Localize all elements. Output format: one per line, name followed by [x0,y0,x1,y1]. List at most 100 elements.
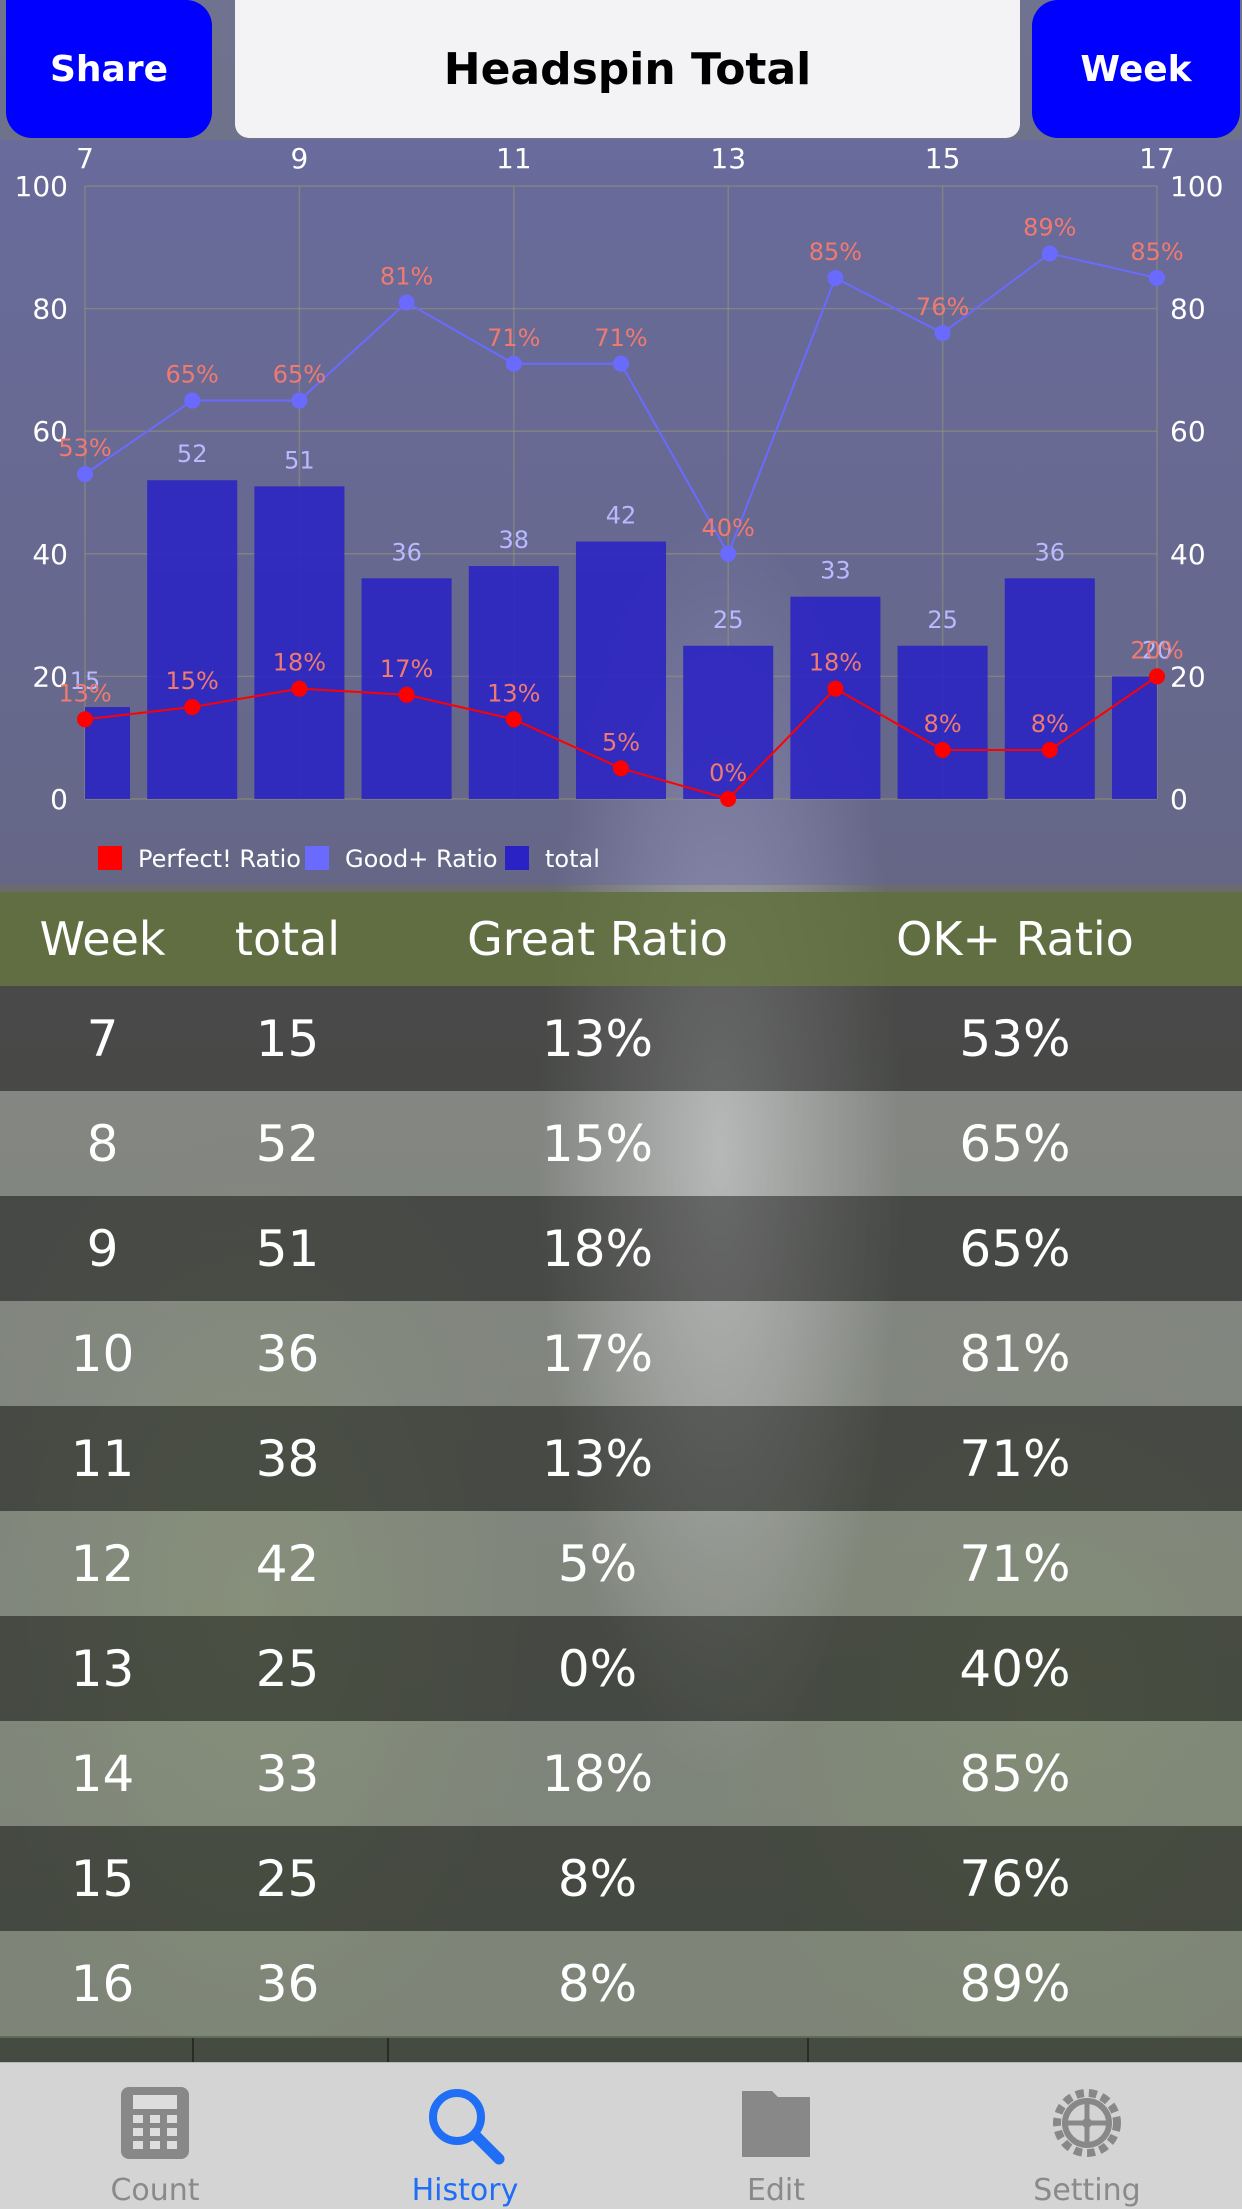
legend-label: total [545,845,600,873]
point-value-label: 85% [809,238,862,266]
series-point [1041,741,1058,758]
calculator-icon [121,2087,189,2159]
y-tick-label-right: 40 [1170,538,1206,571]
table-row[interactable]: 15 25 8% 76% [0,1826,1242,1931]
series-point [1041,245,1058,262]
cell-great-ratio: 17% [541,1324,654,1383]
header-week: Week [39,912,166,966]
cell-ok-ratio: 85% [959,1744,1071,1803]
cell-great-ratio: 8% [557,1849,638,1908]
x-tick-label: 9 [290,142,308,175]
share-button[interactable]: Share [6,0,212,138]
x-tick-label: 15 [925,142,961,175]
series-point [613,760,629,777]
point-value-label: 81% [380,262,433,290]
series-point [1149,668,1165,685]
tab-history[interactable]: History [355,2063,575,2209]
series-point [827,680,844,697]
series-point [934,741,951,758]
cell-week: 11 [70,1429,135,1488]
cell-ok-ratio: 65% [959,1219,1071,1278]
point-value-label: 65% [273,361,326,389]
series-point [184,392,201,409]
table-row[interactable]: 11 38 13% 71% [0,1406,1242,1511]
y-tick-label-left: 100 [15,170,68,203]
cell-ok-ratio: 76% [959,1849,1071,1908]
cell-ok-ratio: 65% [959,1114,1071,1173]
folder-icon [742,2091,810,2157]
y-tick-label-right: 60 [1170,415,1206,448]
cell-ok-ratio: 53% [959,1009,1071,1068]
cell-week: 16 [70,1954,135,2013]
point-value-label: 8% [924,710,962,738]
top-bar: Share Headspin Total Week [0,0,1242,140]
period-week-button[interactable]: Week [1032,0,1240,138]
bar-value-label: 38 [499,526,530,554]
point-value-label: 5% [602,728,640,756]
point-value-label: 53% [58,434,111,462]
tab-label: Edit [746,2173,806,2208]
series-point [291,392,308,409]
cell-great-ratio: 0% [557,1639,638,1698]
cell-total: 25 [255,1639,320,1698]
table-row[interactable]: 16 36 8% 89% [0,1931,1242,2036]
cell-week: 10 [70,1324,135,1383]
y-tick-label-left: 40 [32,538,68,571]
history-chart: 7 9 11 13 15 17 0 0 20 20 40 40 60 60 80 80 100 100 15 52 51… [0,140,1242,885]
cell-week: 9 [86,1219,119,1278]
cell-great-ratio: 18% [541,1744,654,1803]
y-tick-label-left: 20 [32,660,68,693]
point-value-label: 85% [1130,238,1183,266]
series-point [77,711,93,728]
bar-total [1004,578,1095,799]
series-point [398,686,415,703]
point-value-label: 8% [1031,710,1069,738]
tab-edit[interactable]: Edit [666,2063,886,2209]
cell-great-ratio: 18% [541,1219,654,1278]
point-value-label: 17% [380,655,433,683]
bar-value-label: 52 [177,440,208,468]
legend-swatch [305,846,329,870]
cell-total: 25 [255,1849,320,1908]
cell-week: 8 [86,1114,119,1173]
y-tick-label-right: 20 [1170,660,1206,693]
bar-value-label: 51 [284,446,315,474]
cell-total: 15 [255,1009,320,1068]
bar-total [468,566,559,799]
bar-total [790,596,881,799]
cell-great-ratio: 8% [557,1954,638,2013]
cell-total: 33 [255,1744,320,1803]
x-tick-label: 11 [496,142,532,175]
table-row[interactable]: 12 42 5% 71% [0,1511,1242,1616]
cell-week: 14 [70,1744,135,1803]
cell-ok-ratio: 89% [959,1954,1071,2013]
cell-great-ratio: 15% [541,1114,654,1173]
cell-total: 52 [255,1114,320,1173]
tab-setting[interactable]: Setting [977,2063,1197,2209]
cell-week: 7 [86,1009,119,1068]
point-value-label: 13% [487,679,540,707]
cell-ok-ratio: 71% [959,1429,1071,1488]
y-tick-label-right: 0 [1170,783,1188,816]
bar-total [683,645,774,799]
table-row[interactable]: 10 36 17% 81% [0,1301,1242,1406]
point-value-label: 15% [166,667,219,695]
point-value-label: 20% [1130,636,1183,664]
y-tick-label-right: 100 [1170,170,1223,203]
cell-ok-ratio: 81% [959,1324,1071,1383]
header-ok-ratio: OK+ Ratio [896,912,1134,966]
table-row[interactable]: 13 25 0% 40% [0,1616,1242,1721]
table-row[interactable]: 7 15 13% 53% [0,986,1242,1091]
cell-week: 13 [70,1639,135,1698]
bar-total [147,480,238,799]
table-row[interactable]: 14 33 18% 85% [0,1721,1242,1826]
point-value-label: 71% [594,324,647,352]
header-great-ratio: Great Ratio [467,912,728,966]
series-point [505,355,522,372]
y-tick-label-left: 0 [50,783,68,816]
table-row[interactable]: 9 51 18% 65% [0,1196,1242,1301]
point-value-label: 89% [1023,213,1076,241]
tab-count[interactable]: Count [45,2063,265,2209]
table-row[interactable]: 8 52 15% 65% [0,1091,1242,1196]
